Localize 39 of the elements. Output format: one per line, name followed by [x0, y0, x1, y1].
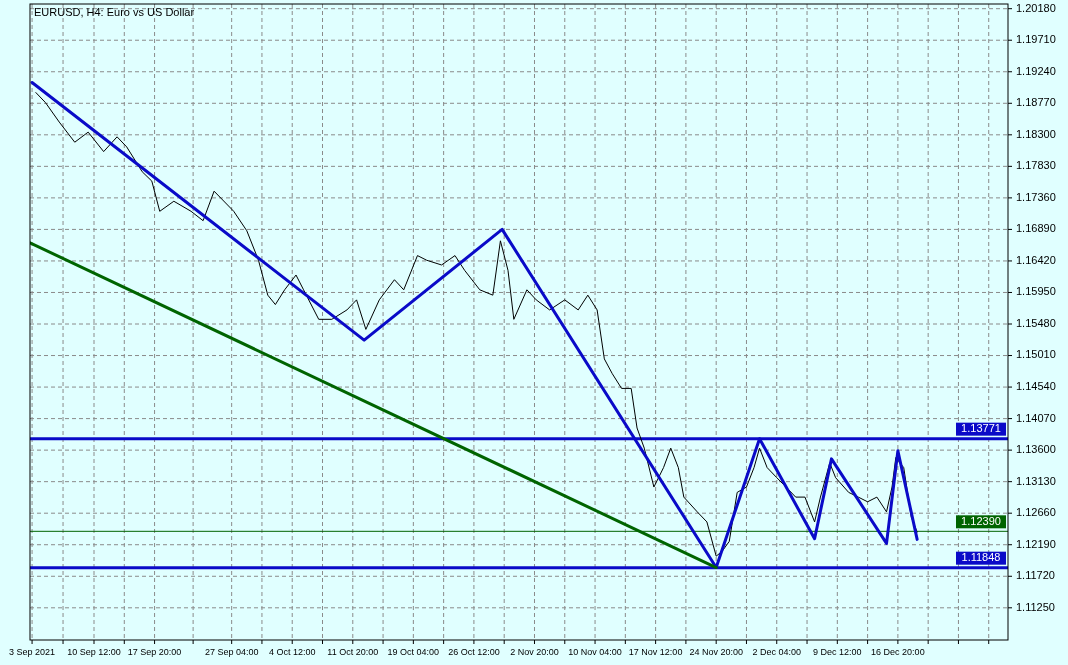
x-tick-label: 27 Sep 04:00 [204, 647, 259, 657]
y-tick-label: 1.18770 [1016, 96, 1056, 109]
x-tick-label: 10 Nov 04:00 [568, 647, 622, 657]
y-tick-label: 1.16890 [1016, 222, 1056, 235]
y-tick-label: 1.15950 [1016, 285, 1056, 298]
y-tick-label: 1.19240 [1016, 64, 1056, 77]
y-tick-label: 1.16420 [1016, 253, 1056, 266]
x-tick-label: 16 Dec 20:00 [871, 647, 925, 657]
x-tick-label: 3 Sep 2021 [9, 647, 56, 657]
x-tick-label: 19 Oct 04:00 [387, 647, 440, 657]
x-tick-label: 2 Dec 04:00 [752, 647, 802, 657]
y-tick-label: 1.14540 [1016, 379, 1056, 392]
x-tick-label: 17 Nov 12:00 [628, 647, 683, 657]
x-tick-label: 9 Dec 12:00 [813, 647, 862, 657]
y-tick-label: 1.17360 [1016, 190, 1056, 203]
y-tick-label: 1.13600 [1016, 443, 1056, 456]
x-tick-label: 17 Sep 20:00 [127, 647, 182, 657]
ref-line-label: 1.13771 [961, 422, 1001, 435]
chart-title: EURUSD, H4: Euro vs US Dollar [34, 6, 195, 18]
y-tick-label: 1.12190 [1016, 537, 1056, 550]
y-tick-label: 1.20180 [1016, 1, 1056, 14]
y-tick-label: 1.12660 [1016, 506, 1056, 519]
y-tick-label: 1.18300 [1016, 127, 1056, 140]
y-tick-label: 1.17830 [1016, 159, 1056, 172]
y-tick-label: 1.13130 [1016, 474, 1056, 487]
y-tick-label: 1.19710 [1016, 33, 1056, 46]
x-tick-label: 10 Sep 12:00 [67, 647, 121, 657]
y-tick-label: 1.15010 [1016, 348, 1056, 361]
y-tick-label: 1.14070 [1016, 411, 1056, 424]
ref-line-label: 1.12390 [961, 514, 1001, 527]
x-tick-label: 26 Oct 12:00 [448, 647, 500, 657]
x-tick-label: 4 Oct 12:00 [268, 647, 316, 657]
y-tick-label: 1.15480 [1016, 316, 1056, 329]
y-tick-label: 1.11250 [1016, 600, 1055, 613]
ref-line-label: 1.11848 [961, 551, 1001, 564]
x-tick-label: 11 Oct 20:00 [327, 647, 379, 657]
x-tick-label: 24 Nov 20:00 [689, 647, 743, 657]
x-tick-label: 2 Nov 20:00 [510, 647, 559, 657]
y-tick-label: 1.11720 [1016, 569, 1055, 582]
